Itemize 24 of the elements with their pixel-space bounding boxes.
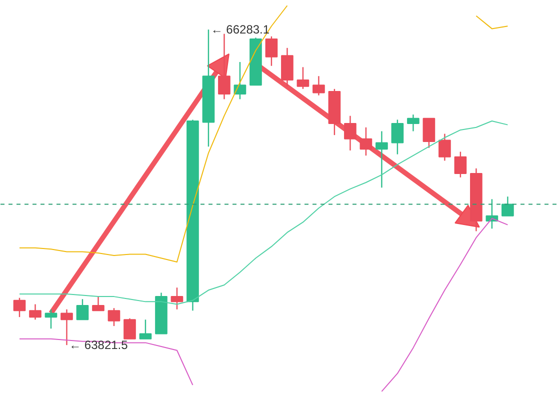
candlestick xyxy=(438,133,451,162)
candlestick xyxy=(391,119,404,155)
candlestick xyxy=(108,307,120,327)
candlestick xyxy=(92,296,104,312)
candlestick xyxy=(296,66,310,90)
candlestick xyxy=(407,114,420,132)
candlestick xyxy=(312,76,325,96)
candlestick xyxy=(422,118,436,148)
candlestick xyxy=(454,151,467,178)
annotation: ← 63821.5 xyxy=(69,338,128,352)
candlestick xyxy=(60,308,73,346)
candlestick xyxy=(502,196,514,216)
candlestick xyxy=(139,319,152,340)
candlestick xyxy=(124,318,136,340)
candlestick xyxy=(76,298,89,320)
candlestick xyxy=(360,126,372,156)
candlestick xyxy=(44,308,58,330)
annotation: ← 66283.1 xyxy=(210,22,270,37)
candlestick xyxy=(344,115,356,152)
candlestick xyxy=(265,36,278,66)
candlestick xyxy=(376,130,388,188)
candlestick xyxy=(170,286,184,310)
candlestick xyxy=(29,304,42,320)
candlestick xyxy=(13,297,26,318)
